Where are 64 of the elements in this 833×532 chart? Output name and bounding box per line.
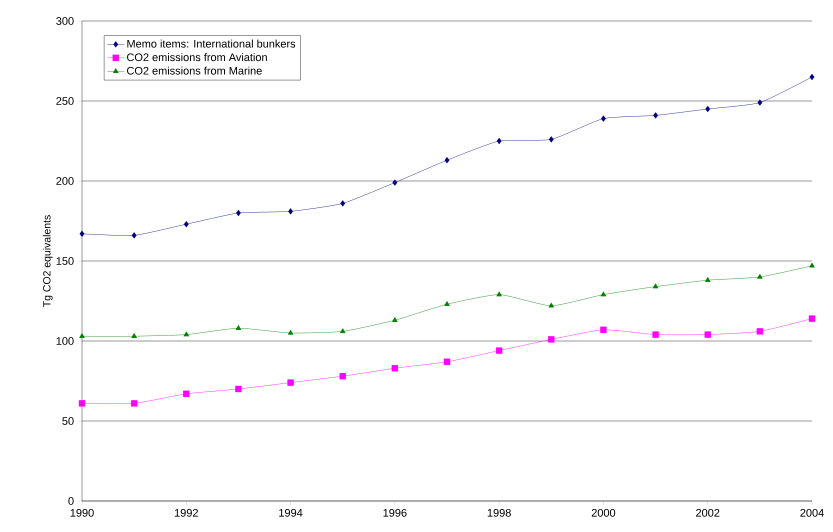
point [444, 301, 450, 306]
x-tick-label: 2004 [800, 508, 824, 517]
legend-label: Memo items: International bunkers [127, 40, 296, 48]
point [705, 106, 710, 112]
point [548, 136, 554, 143]
y-tick-label: 200 [56, 177, 74, 185]
point [235, 386, 242, 392]
y-tick-label: 50 [62, 417, 74, 425]
point [131, 333, 137, 338]
x-tick-label: 1998 [488, 508, 511, 517]
x-tick-label: 1994 [279, 508, 302, 517]
point [183, 331, 190, 336]
x-tick-label: 1990 [70, 508, 94, 517]
point [444, 358, 450, 365]
x-tick-label: 1996 [384, 508, 407, 517]
point [704, 277, 711, 282]
point [236, 325, 242, 330]
y-axis-title: Tg CO2 equivalents [42, 215, 53, 307]
point [340, 373, 346, 380]
point [653, 112, 658, 119]
point [130, 400, 138, 407]
point [600, 326, 607, 333]
point [496, 138, 502, 144]
point [757, 99, 762, 106]
point [756, 328, 764, 335]
legend-label: CO2 emissions from Marine [127, 66, 262, 75]
point [810, 74, 814, 80]
point [757, 274, 763, 279]
y-tick-label: 0 [68, 497, 74, 505]
point [704, 331, 711, 338]
point [809, 262, 815, 268]
point [600, 115, 606, 122]
point [808, 315, 816, 322]
x-tick-label: 2002 [696, 508, 720, 517]
point [392, 317, 398, 322]
point [184, 221, 189, 228]
point [652, 283, 658, 288]
point [548, 336, 554, 343]
legend-label: CO2 emissions from Aviation [127, 53, 267, 62]
y-tick-label: 100 [56, 337, 74, 345]
y-tick-label: 250 [56, 97, 74, 105]
point [444, 156, 450, 164]
point [287, 379, 294, 386]
point [652, 331, 659, 338]
point [548, 302, 554, 308]
x-tick-label: 2000 [592, 508, 616, 517]
point [132, 232, 137, 239]
point [496, 291, 502, 296]
x-tick-label: 1992 [174, 508, 198, 517]
point [288, 208, 294, 215]
point [600, 291, 606, 296]
point [78, 400, 86, 407]
point [80, 230, 84, 237]
point [236, 210, 241, 216]
point [340, 200, 346, 207]
point [288, 330, 294, 335]
point [183, 390, 190, 397]
y-tick-label: 300 [56, 17, 74, 25]
point [79, 333, 85, 338]
point [496, 347, 502, 354]
point [340, 328, 346, 334]
point [392, 365, 398, 372]
point [392, 179, 398, 186]
y-tick-label: 150 [56, 257, 74, 265]
